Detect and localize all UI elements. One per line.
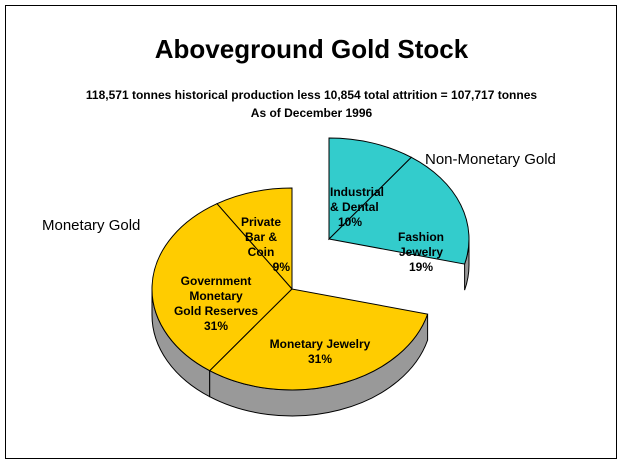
slice-label-monetary-jewelry: Monetary Jewelry 31% [269,337,371,366]
pie-slice-fashion-jewelry [327,156,470,265]
chart-title: Aboveground Gold Stock [154,34,469,64]
slice-label-industrial-dental: Industrial & Dental 10% [330,185,385,229]
pie-slice-government-monetary-gold-reserves [151,203,293,372]
pie-slice-industrial-dental [328,137,413,241]
slice-label-fashion-jewelry: Fashion Jewelry 19% [397,230,444,274]
group-label-non-monetary: Non-Monetary Gold [425,151,556,168]
slice-label-government-reserves: Government Monetary Gold Reserves 31% [173,274,259,333]
chart-subtitle: 118,571 tonnes historical production les… [85,88,538,102]
pie-slice-monetary-jewelry [208,288,429,391]
pie-slice-private-bar-coin [216,187,293,291]
pie-top-layer [151,137,470,391]
slice-label-private-bar-coin: Private Bar & Coin 9% [240,215,290,274]
group-label-monetary: Monetary Gold [42,217,141,234]
chart-date: As of December 1996 [250,106,373,120]
